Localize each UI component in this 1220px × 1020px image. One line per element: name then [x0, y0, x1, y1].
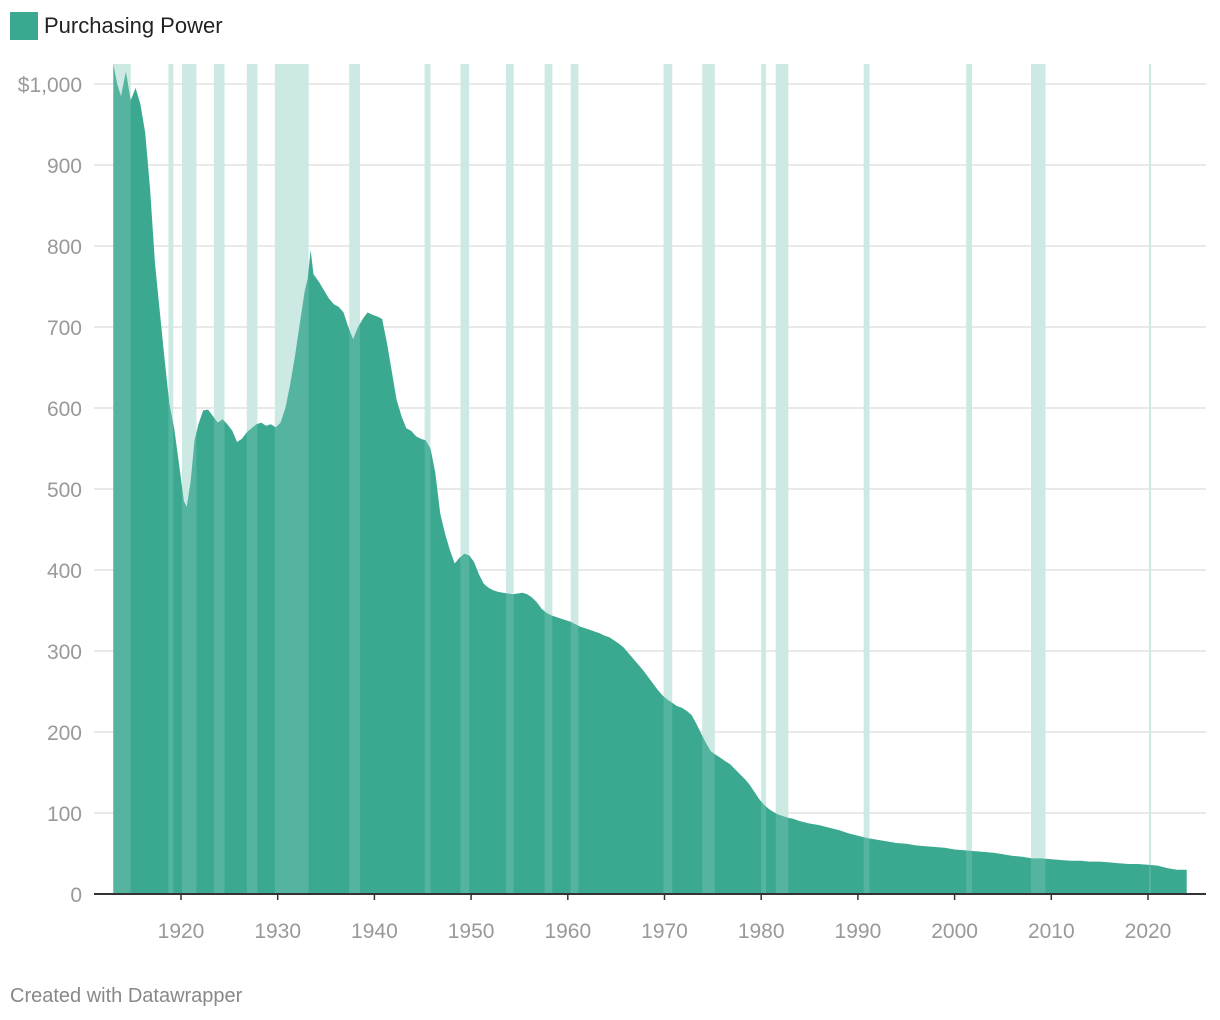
- x-tick-label: 2000: [931, 920, 978, 943]
- area-series-0: [113, 63, 1187, 895]
- x-tick-label: 1950: [448, 920, 495, 943]
- recession-band: [213, 64, 225, 894]
- recession-band-bg: [761, 64, 767, 894]
- y-tick-label: 900: [47, 155, 82, 178]
- recession-band: [246, 64, 258, 894]
- x-tick-label: 2020: [1125, 920, 1172, 943]
- y-tick-label: 500: [47, 479, 82, 502]
- recession-band-bg: [702, 64, 715, 894]
- y-tick-label: $1,000: [18, 74, 82, 97]
- recession-band: [1148, 64, 1151, 894]
- x-tick-label: 1930: [254, 920, 301, 943]
- recession-band: [113, 64, 131, 894]
- recession-band: [775, 64, 789, 894]
- y-tick-label: 200: [47, 722, 82, 745]
- recession-band-bg: [966, 64, 973, 894]
- recession-band: [702, 64, 715, 894]
- y-tick-label: 300: [47, 641, 82, 664]
- recession-band: [1030, 64, 1046, 894]
- x-tick-label: 1970: [641, 920, 688, 943]
- label-layer: 1920 1930 1940 1950 1960 1970 1980 1990 2000 2010…: [18, 74, 1172, 943]
- y-tick-label: 100: [47, 803, 82, 826]
- x-tick-label: 1960: [544, 920, 591, 943]
- footer-credit: Created with Datawrapper: [10, 985, 243, 1007]
- x-tick-label: 1940: [351, 920, 398, 943]
- recession-band: [168, 64, 174, 894]
- y-tick-label: 0: [70, 884, 82, 907]
- legend-swatch: [10, 12, 38, 40]
- recession-band: [274, 64, 309, 894]
- x-tick-label: 1980: [738, 920, 785, 943]
- legend-label: Purchasing Power: [44, 13, 223, 38]
- x-tick-label: 2010: [1028, 920, 1075, 943]
- recession-band-bg: [663, 64, 673, 894]
- recession-band: [505, 64, 514, 894]
- legend: Purchasing Power: [10, 12, 223, 40]
- x-tick-label: 1920: [158, 920, 205, 943]
- recession-band: [181, 64, 197, 894]
- y-tick-label: 700: [47, 317, 82, 340]
- axis-layer: [94, 893, 1206, 900]
- y-tick-label: 800: [47, 236, 82, 259]
- y-tick-label: 400: [47, 560, 82, 583]
- x-tick-label: 1990: [835, 920, 882, 943]
- recession-band: [966, 64, 973, 894]
- recession-band-bg: [570, 64, 579, 894]
- recession-band: [663, 64, 673, 894]
- y-tick-label: 600: [47, 398, 82, 421]
- recession-band-bg: [544, 64, 553, 894]
- recession-layer: [113, 64, 1151, 894]
- recession-band: [863, 64, 870, 894]
- recession-band-bg: [1030, 64, 1046, 894]
- recession-band-bg: [1148, 64, 1151, 894]
- recession-band: [424, 64, 431, 894]
- recession-band: [460, 64, 470, 894]
- recession-band-bg: [863, 64, 870, 894]
- recession-band-bg: [460, 64, 470, 894]
- recession-band: [570, 64, 579, 894]
- recession-band-bg: [775, 64, 789, 894]
- area-layer: [113, 63, 1187, 895]
- recession-band: [761, 64, 767, 894]
- recession-band: [544, 64, 553, 894]
- recession-band: [349, 64, 360, 894]
- recession-band-bg: [505, 64, 514, 894]
